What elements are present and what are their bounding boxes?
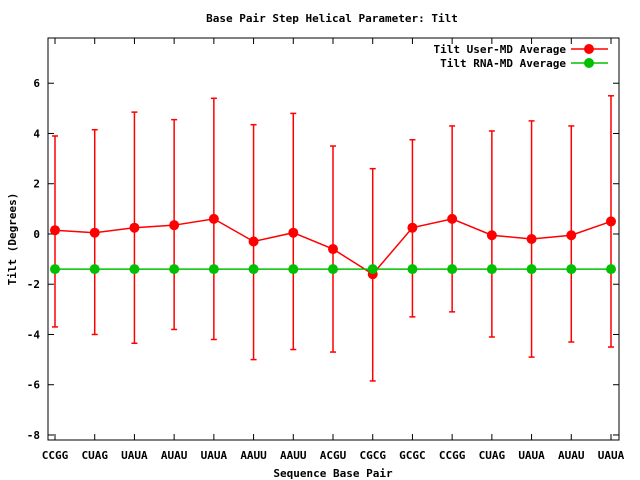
rna-md-point: [447, 264, 458, 275]
series-layer: [50, 95, 616, 382]
rna-md-point: [208, 264, 219, 275]
rna-md-point: [50, 264, 60, 275]
x-axis-label: Sequence Base Pair: [273, 467, 393, 480]
x-tick-label: CGCG: [359, 449, 386, 462]
rna-md-point: [89, 264, 100, 275]
user-md-point: [89, 227, 100, 238]
user-md-point: [328, 244, 338, 255]
user-md-point: [407, 222, 418, 233]
x-tick-label: UAUA: [121, 449, 148, 462]
y-tick-label: 6: [33, 77, 40, 90]
rna-md-point: [248, 264, 259, 275]
rna-md-point: [169, 264, 180, 275]
rna-md-point: [288, 264, 299, 275]
legend-marker: [584, 58, 594, 68]
y-tick-label: 4: [33, 127, 40, 140]
legend-marker: [584, 44, 594, 54]
x-tick-label: UAUA: [201, 449, 228, 462]
rna-md-point: [367, 264, 378, 275]
x-tick-label: ACGU: [320, 449, 347, 462]
user-md-point: [129, 222, 140, 233]
rna-md-point: [606, 264, 616, 275]
x-tick-label: CCGG: [439, 449, 466, 462]
rna-md-point: [328, 264, 338, 275]
y-tick-label: -4: [27, 328, 41, 341]
x-tick-label: AUAU: [161, 449, 188, 462]
rna-md-point: [526, 264, 537, 275]
user-md-point: [288, 227, 299, 238]
user-md-point: [447, 213, 458, 224]
y-tick-label: 0: [33, 228, 40, 241]
y-tick-label: -8: [27, 429, 40, 442]
x-tick-label: GCGC: [399, 449, 426, 462]
x-tick-label: AAUU: [280, 449, 307, 462]
x-tick-label: CUAG: [81, 449, 108, 462]
chart-title: Base Pair Step Helical Parameter: Tilt: [206, 12, 458, 25]
x-tick-label: UAUA: [598, 449, 625, 462]
user-md-point: [486, 230, 497, 241]
axis-ticks: -8 -6 -4 -2 0 2 4 6 CCGG CUAG UAUA AUAU UAUA AAUU AAUU…: [27, 38, 625, 462]
user-md-point: [566, 230, 577, 241]
rna-md-point: [566, 264, 577, 275]
x-tick-label: AUAU: [558, 449, 585, 462]
user-md-point: [248, 236, 259, 247]
user-md-point: [606, 216, 616, 227]
user-md-point: [169, 220, 180, 231]
x-tick-label: UAUA: [518, 449, 545, 462]
x-tick-label: CUAG: [479, 449, 506, 462]
x-tick-label: CCGG: [42, 449, 69, 462]
user-md-point: [526, 234, 537, 244]
user-md-point: [50, 225, 60, 236]
y-tick-label: 2: [33, 178, 40, 191]
y-axis-label: Tilt (Degrees): [6, 193, 19, 286]
y-tick-label: -6: [27, 379, 41, 392]
rna-md-point: [407, 264, 418, 275]
user-md-point: [208, 213, 219, 224]
x-tick-label: AAUU: [240, 449, 267, 462]
y-tick-label: -2: [27, 278, 40, 291]
legend-label: Tilt RNA-MD Average: [440, 57, 566, 70]
legend-label: Tilt User-MD Average: [434, 43, 567, 56]
rna-md-point: [129, 264, 140, 275]
rna-md-point: [486, 264, 497, 275]
